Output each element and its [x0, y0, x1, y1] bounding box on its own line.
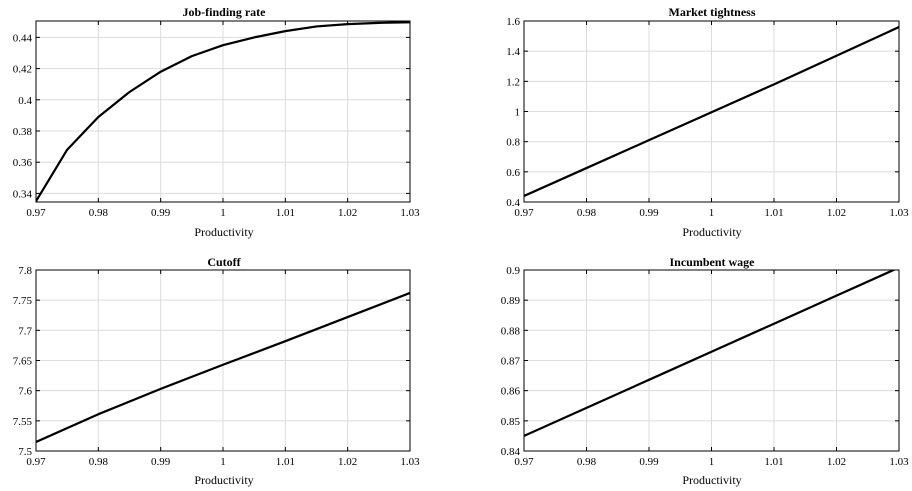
y-tick-label: 1.6 — [506, 16, 520, 28]
x-tick-label: 1.02 — [827, 207, 846, 219]
x-tick-label: 1.03 — [889, 456, 909, 468]
panel-title: Cutoff — [207, 255, 241, 269]
y-tick-label: 7.55 — [13, 416, 33, 428]
y-tick-label: 0.34 — [13, 188, 33, 200]
x-tick-label: 1.01 — [764, 207, 783, 219]
y-tick-label: 0.38 — [13, 126, 33, 138]
y-tick-label: 0.8 — [506, 137, 520, 149]
panel-title: Incumbent wage — [669, 255, 755, 269]
x-tick-label: 0.99 — [151, 207, 171, 219]
y-tick-label: 0.9 — [506, 265, 520, 277]
x-tick-label: 1.03 — [400, 207, 420, 219]
x-tick-label: 1.03 — [889, 207, 909, 219]
y-tick-label: 0.87 — [501, 356, 521, 368]
x-tick-label: 0.98 — [577, 456, 597, 468]
x-tick-label: 0.98 — [89, 207, 109, 219]
x-tick-label: 1.01 — [276, 207, 295, 219]
panel-title: Market tightness — [669, 5, 756, 19]
x-axis-label: Productivity — [682, 225, 741, 239]
y-tick-label: 0.4 — [506, 197, 520, 209]
x-tick-label: 0.97 — [26, 207, 46, 219]
x-tick-label: 0.98 — [577, 207, 597, 219]
x-axis-label: Productivity — [194, 473, 253, 487]
y-tick-label: 0.88 — [501, 325, 521, 337]
y-tick-label: 0.86 — [501, 386, 521, 398]
y-tick-label: 7.5 — [18, 446, 32, 458]
y-tick-label: 7.75 — [13, 295, 33, 307]
x-tick-label: 1 — [220, 207, 226, 219]
x-axis-label: Productivity — [194, 225, 253, 239]
y-tick-label: 0.44 — [13, 32, 33, 44]
x-tick-label: 1.02 — [338, 207, 357, 219]
panel-market-tightness: Market tightness Productivity 0.97 0.98 0.… — [506, 5, 909, 239]
x-tick-label: 0.98 — [89, 456, 109, 468]
y-tick-label: 7.7 — [18, 325, 32, 337]
panel-title: Job-finding rate — [182, 5, 266, 19]
panel-incumbent-wage: Incumbent wage Productivity 0.97 0.98 0.99… — [501, 255, 909, 487]
y-tick-label: 0.85 — [501, 416, 521, 428]
x-tick-label: 0.97 — [514, 207, 534, 219]
x-axis-label: Productivity — [682, 473, 741, 487]
x-tick-label: 1 — [220, 456, 226, 468]
x-tick-label: 1.02 — [338, 456, 357, 468]
y-tick-label: 0.42 — [13, 64, 32, 76]
series-line — [524, 270, 897, 438]
series-line — [524, 25, 899, 198]
x-tick-label: 0.99 — [151, 456, 171, 468]
x-tick-label: 1 — [709, 456, 715, 468]
x-tick-label: 0.99 — [639, 456, 659, 468]
y-tick-label: 7.6 — [18, 386, 32, 398]
x-tick-label: 1.01 — [764, 456, 783, 468]
x-tick-label: 0.99 — [639, 207, 659, 219]
x-tick-label: 0.97 — [514, 456, 534, 468]
y-tick-label: 0.6 — [506, 167, 520, 179]
y-tick-label: 0.4 — [18, 95, 32, 107]
series-line — [36, 291, 410, 444]
panel-job-finding-rate: Job-finding rate Productivity 0.97 0.98 0.… — [13, 5, 420, 239]
y-tick-label: 7.8 — [18, 265, 32, 277]
y-tick-label: 0.89 — [501, 295, 521, 307]
y-tick-label: 1 — [515, 107, 521, 119]
y-tick-label: 1.2 — [506, 76, 520, 88]
panel-cutoff: Cutoff Productivity 0.97 0.98 0.99 1 1.01 1.0… — [13, 255, 420, 487]
x-tick-label: 1 — [709, 207, 715, 219]
x-tick-label: 1.03 — [400, 456, 420, 468]
x-tick-label: 1.01 — [276, 456, 295, 468]
y-tick-label: 0.84 — [501, 446, 521, 458]
y-tick-label: 7.65 — [13, 356, 33, 368]
x-tick-label: 0.97 — [26, 456, 46, 468]
x-tick-label: 1.02 — [827, 456, 846, 468]
y-tick-label: 0.36 — [13, 157, 33, 169]
y-tick-label: 1.4 — [506, 46, 520, 58]
